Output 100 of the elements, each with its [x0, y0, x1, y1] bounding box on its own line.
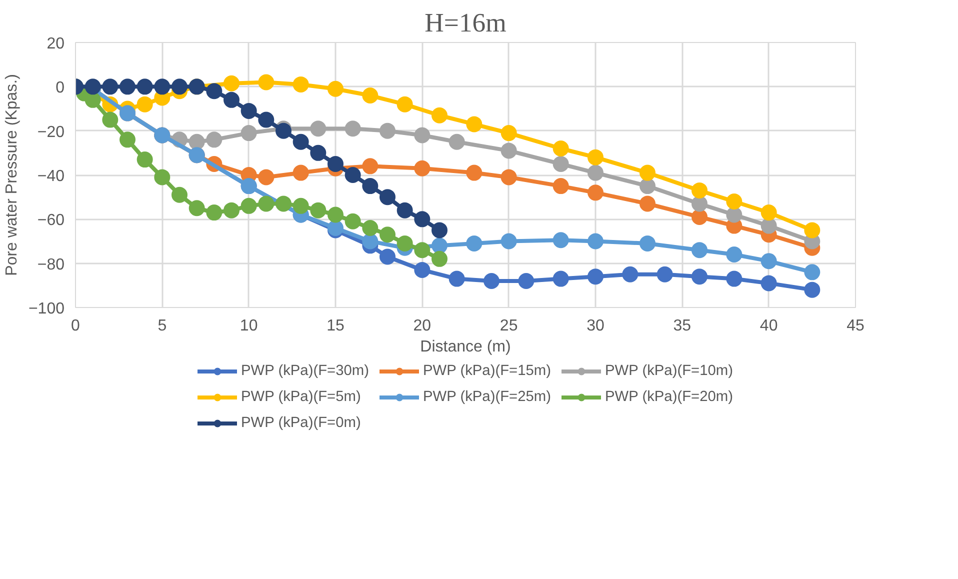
point — [804, 282, 820, 298]
point — [640, 178, 656, 194]
point — [120, 132, 136, 148]
point — [432, 238, 448, 254]
legend-label: PWP (kPa)(F=0m) — [241, 415, 361, 431]
x-tick-label: 25 — [500, 318, 518, 334]
y-tick-label: 0 — [56, 80, 65, 97]
point — [240, 102, 257, 119]
point — [328, 156, 344, 172]
x-tick-label: 40 — [760, 318, 778, 334]
point — [136, 152, 153, 168]
point — [588, 164, 604, 181]
point — [692, 196, 708, 212]
point — [500, 169, 517, 186]
point — [484, 273, 500, 289]
point — [292, 134, 309, 150]
point — [804, 264, 820, 280]
point — [552, 270, 569, 287]
x-tick-label: 30 — [586, 318, 604, 334]
point — [172, 186, 188, 203]
x-tick-label: 45 — [846, 318, 864, 334]
point — [188, 134, 205, 150]
y-tick-label: −40 — [37, 168, 65, 185]
point — [344, 167, 361, 183]
point — [396, 202, 413, 218]
point — [344, 120, 361, 137]
point — [380, 226, 396, 243]
point — [448, 134, 465, 150]
point — [258, 112, 274, 128]
point — [344, 213, 361, 230]
legend-label: PWP (kPa)(F=25m) — [423, 389, 551, 405]
point — [726, 270, 742, 287]
point — [588, 149, 604, 166]
point — [432, 107, 448, 124]
point — [414, 127, 430, 144]
point — [656, 266, 673, 282]
legend-label: PWP (kPa)(F=30m) — [241, 363, 369, 379]
point — [500, 233, 517, 250]
point — [240, 198, 257, 214]
x-tick-label: 5 — [158, 318, 167, 334]
point — [640, 164, 656, 181]
point — [328, 206, 344, 223]
point — [692, 208, 708, 225]
x-tick-label: 0 — [71, 318, 80, 334]
point — [588, 233, 604, 250]
point — [466, 235, 482, 252]
point — [172, 78, 188, 95]
point — [414, 160, 430, 176]
point — [448, 270, 465, 287]
point — [432, 250, 448, 267]
point — [102, 78, 118, 95]
legend-label: PWP (kPa)(F=10m) — [605, 363, 733, 379]
legend-label: PWP (kPa)(F=5m) — [241, 389, 361, 405]
point — [640, 196, 656, 212]
point — [552, 232, 569, 248]
point — [518, 273, 534, 289]
y-axis-title: Pore water Pressure (Kpas.) — [3, 74, 20, 276]
point — [154, 78, 170, 95]
point — [760, 204, 777, 221]
point — [154, 169, 170, 186]
point — [588, 184, 604, 201]
point — [552, 178, 569, 194]
point — [84, 92, 101, 108]
point — [552, 156, 569, 172]
point — [292, 164, 309, 181]
point — [276, 196, 292, 212]
point — [414, 262, 430, 278]
point — [726, 206, 742, 223]
point — [726, 194, 742, 210]
y-tick-label: −80 — [37, 256, 65, 274]
point — [310, 120, 326, 137]
point — [328, 80, 344, 97]
x-tick-label: 10 — [240, 318, 258, 334]
point — [380, 122, 396, 139]
point — [760, 253, 777, 270]
point — [396, 235, 413, 252]
point — [726, 246, 742, 262]
point — [414, 242, 430, 258]
point — [362, 220, 378, 236]
y-tick-label: −60 — [37, 212, 65, 230]
point — [206, 204, 222, 221]
point — [102, 112, 118, 128]
point — [396, 96, 413, 112]
x-tick-label: 20 — [413, 318, 432, 334]
y-tick-label: −100 — [28, 300, 65, 318]
point — [692, 242, 708, 258]
point — [640, 235, 656, 252]
point — [692, 268, 708, 285]
point — [380, 189, 396, 206]
point — [622, 266, 638, 282]
point — [380, 248, 396, 265]
x-tick-label: 15 — [326, 318, 344, 334]
point — [292, 198, 309, 214]
point — [292, 76, 309, 92]
point — [692, 182, 708, 198]
point — [136, 78, 153, 95]
point — [224, 92, 240, 108]
point — [258, 169, 274, 186]
point — [120, 78, 136, 95]
y-tick-label: −20 — [37, 124, 65, 141]
